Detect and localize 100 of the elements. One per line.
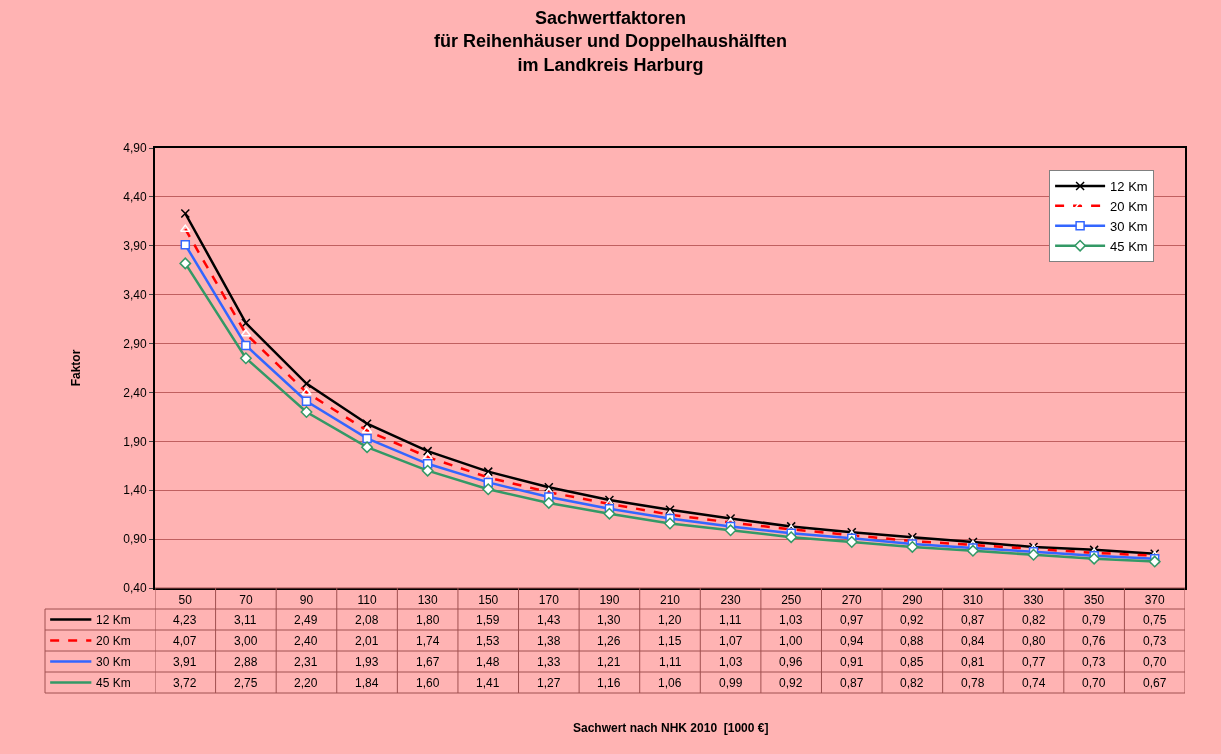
y-tick-label: 4,90 bbox=[123, 141, 147, 156]
data-label: 0,99 bbox=[719, 676, 743, 690]
x-tick-label: 330 bbox=[1023, 593, 1044, 608]
legend-label: 45 Km bbox=[1110, 238, 1148, 254]
data-label: 1,07 bbox=[719, 634, 743, 648]
x-tick-label: 50 bbox=[178, 593, 193, 608]
data-label: 1,41 bbox=[476, 676, 500, 690]
data-label: 1,60 bbox=[416, 676, 440, 690]
data-label: 1,21 bbox=[597, 655, 621, 669]
data-label: 3,11 bbox=[234, 613, 257, 627]
data-label: 3,00 bbox=[234, 634, 258, 648]
data-label: 0,88 bbox=[900, 634, 924, 648]
y-tick-label: 0,90 bbox=[123, 532, 147, 547]
data-label: 2,20 bbox=[294, 676, 318, 690]
data-label: 3,72 bbox=[173, 676, 197, 690]
data-label: 0,70 bbox=[1082, 676, 1106, 690]
text: Sachwert nach NHK 2010 [1000 €] bbox=[573, 721, 769, 735]
legend-label: 12 Km bbox=[1110, 179, 1148, 195]
data-label: 0,85 bbox=[900, 655, 924, 669]
data-label: 2,75 bbox=[234, 676, 258, 690]
data-label: 0,94 bbox=[840, 634, 864, 648]
data-label: 0,77 bbox=[1022, 655, 1046, 669]
data-label: 1,43 bbox=[537, 613, 561, 627]
data-label: 2,31 bbox=[294, 655, 318, 669]
data-label: 0,96 bbox=[779, 655, 803, 669]
chart-title: Sachwertfaktoren für Reihenhäuser und Doppelhaushälften im Landkreis Harburg bbox=[433, 8, 788, 75]
y-tick-label: 2,40 bbox=[123, 385, 147, 400]
data-label: 1,03 bbox=[779, 613, 803, 627]
data-label: 2,49 bbox=[294, 613, 318, 627]
data-label: 1,80 bbox=[416, 613, 440, 627]
data-label: 1,15 bbox=[658, 634, 682, 648]
x-tick-label: 270 bbox=[841, 593, 863, 608]
x-tick-label: 250 bbox=[781, 593, 802, 608]
data-label: 4,23 bbox=[173, 613, 197, 627]
data-label: 1,30 bbox=[597, 613, 621, 627]
data-label: 1,11 bbox=[659, 655, 682, 669]
x-tick-label: 170 bbox=[538, 593, 560, 608]
x-tick-label: 190 bbox=[599, 593, 620, 608]
x-tick-label: 310 bbox=[962, 593, 984, 608]
x-tick-label: 130 bbox=[417, 593, 438, 608]
data-label: 1,16 bbox=[597, 676, 621, 690]
text: 45 Km bbox=[96, 676, 131, 690]
data-label: 1,48 bbox=[476, 655, 500, 669]
data-label: 1,00 bbox=[779, 634, 803, 648]
data-label: 2,40 bbox=[294, 634, 318, 648]
data-label: 0,74 bbox=[1022, 676, 1046, 690]
data-label: 0,84 bbox=[961, 634, 985, 648]
data-label: 0,87 bbox=[961, 613, 985, 627]
x-tick-label: 90 bbox=[299, 593, 314, 608]
data-label: 1,11 bbox=[719, 613, 742, 627]
text: 30 Km bbox=[96, 655, 131, 669]
data-label: 0,80 bbox=[1022, 634, 1046, 648]
data-label: 1,74 bbox=[416, 634, 440, 648]
x-tick-label: 70 bbox=[239, 593, 253, 608]
data-label: 0,81 bbox=[961, 655, 985, 669]
x-tick-label: 370 bbox=[1144, 593, 1166, 608]
data-label: 1,59 bbox=[476, 613, 500, 627]
data-label: 1,67 bbox=[416, 655, 440, 669]
y-tick-label: 3,40 bbox=[123, 287, 147, 302]
data-label: 1,84 bbox=[355, 676, 379, 690]
x-tick-label: 230 bbox=[720, 593, 741, 608]
data-label: 1,38 bbox=[537, 634, 561, 648]
data-label: 2,01 bbox=[355, 634, 379, 648]
data-label: 0,92 bbox=[779, 676, 803, 690]
data-label: 0,97 bbox=[840, 613, 864, 627]
y-tick-label: 4,40 bbox=[123, 190, 147, 205]
data-label: 3,91 bbox=[173, 655, 197, 669]
x-tick-label: 150 bbox=[478, 593, 499, 608]
data-label: 0,79 bbox=[1082, 613, 1106, 627]
data-label: 0,92 bbox=[900, 613, 924, 627]
data-label: 0,70 bbox=[1143, 655, 1167, 669]
data-label: 1,26 bbox=[597, 634, 621, 648]
data-label: 2,88 bbox=[234, 655, 258, 669]
x-tick-label: 210 bbox=[659, 593, 681, 608]
data-label: 1,53 bbox=[476, 634, 500, 648]
data-label: 0,91 bbox=[840, 655, 864, 669]
data-label: 0,73 bbox=[1082, 655, 1106, 669]
x-tick-label: 110 bbox=[357, 593, 377, 608]
data-label: 0,73 bbox=[1143, 634, 1167, 648]
data-label: 0,78 bbox=[961, 676, 985, 690]
data-label: 0,82 bbox=[900, 676, 924, 690]
data-label: 0,87 bbox=[840, 676, 864, 690]
data-label: 1,20 bbox=[658, 613, 682, 627]
data-label: 0,67 bbox=[1143, 676, 1167, 690]
y-tick-label: 3,90 bbox=[123, 238, 147, 253]
y-tick-label: 2,90 bbox=[123, 336, 147, 351]
text: 20 Km bbox=[96, 634, 131, 648]
data-label: 1,33 bbox=[537, 655, 561, 669]
y-tick-label: 1,90 bbox=[123, 434, 147, 449]
x-tick-label: 350 bbox=[1084, 593, 1105, 608]
y-axis-title: Faktor bbox=[69, 349, 84, 387]
data-label: 2,08 bbox=[355, 613, 379, 627]
data-label: 0,76 bbox=[1082, 634, 1106, 648]
data-label: 0,75 bbox=[1143, 613, 1167, 627]
y-tick-label: 0,40 bbox=[123, 581, 147, 596]
data-label: 1,03 bbox=[719, 655, 743, 669]
y-tick-label: 1,40 bbox=[123, 483, 147, 498]
legend-label: 30 Km bbox=[1110, 218, 1148, 234]
x-tick-label: 290 bbox=[902, 593, 923, 608]
data-label: 1,27 bbox=[537, 676, 561, 690]
